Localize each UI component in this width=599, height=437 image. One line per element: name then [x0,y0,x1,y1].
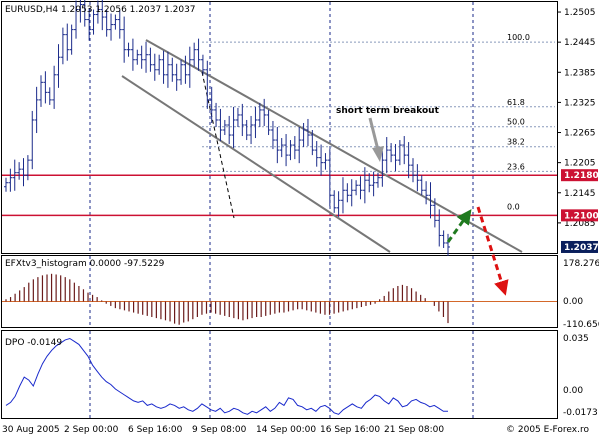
price-tick-label: 1.2505 [564,8,596,18]
fibonacci-label: 38.2 [507,138,525,147]
dpo-panel [5,337,449,415]
histogram-panel [2,273,557,325]
dpo-tick-top: 0.035 [563,334,589,344]
histogram-tick-top: 178.2762 [563,259,599,269]
annotation-pointer [368,117,380,151]
time-label: 21 Sep 08:00 [384,425,444,435]
fibonacci-label: 50.0 [507,118,525,127]
price-tick-label: 1.2325 [564,98,596,108]
channel-upper-line [145,39,523,253]
price-label: 1.2100 [564,211,599,221]
price-tick-label: 1.2085 [564,219,596,229]
price-label: 1.2037 [564,243,599,253]
time-label: 6 Sep 16:00 [128,425,183,435]
time-label: 9 Sep 08:00 [192,425,247,435]
histogram-panel-title: EFXtv3_histogram 0.0000 -97.5229 [5,259,165,269]
green-up-arrow [446,209,472,243]
time-label: 30 Aug 2005 [2,425,60,435]
channel-lower-line [121,75,391,253]
annotation-pointer-head [372,146,384,162]
histogram-panel-frame [1,255,558,328]
fibonacci-label: 0.0 [507,202,520,211]
annotation-short-term-breakout: short term breakout [336,106,440,116]
price-tick-label: 1.2205 [564,159,596,169]
price-tick-label: 1.2145 [564,189,596,199]
time-label: 14 Sep 00:00 [256,425,316,435]
price-label: 1.2180 [564,171,599,181]
dpo-panel-title: DPO -0.0149 [5,338,62,348]
price-tick-label: 1.2385 [564,68,596,78]
histogram-tick-bottom: -110.656 [563,320,599,330]
price-tick-label: 1.2265 [564,129,596,139]
histogram-tick-zero: 0.00 [563,297,583,307]
price-label-box [561,209,598,222]
price-label-box [561,240,598,253]
red-down-arrow [476,206,509,296]
price-panel: 100.0 61.8 50.0 38.2 23.6 0.0 [2,0,557,257]
fibonacci-label: 61.8 [507,98,525,107]
dpo-tick-bottom: -0.0173 [563,408,598,418]
fibonacci-label: 100.0 [507,33,530,42]
dpo-line [5,337,449,415]
time-label: 16 Sep 16:00 [320,425,380,435]
fibonacci-trendline [201,71,235,219]
price-tick-label: 1.2445 [564,38,596,48]
dpo-tick-zero: 0.00 [563,386,583,396]
copyright: © 2005 E-Forex.ro [506,425,589,435]
price-panel-frame [1,1,558,254]
vertical-grid [89,2,474,418]
time-label: 2 Sep 00:00 [64,425,119,435]
fibonacci-label: 23.6 [507,162,525,171]
price-panel-title: EURUSD,H4 1.2053 1.2056 1.2037 1.2037 [5,5,196,15]
price-label-box [561,169,598,182]
dpo-panel-frame [1,330,558,419]
price-axis: 1.2505 1.2445 1.2385 1.2325 1.2265 1.2205 1.21… [557,8,599,253]
time-axis: 30 Aug 2005 2 Sep 00:00 6 Sep 16:00 9 Se… [2,425,444,435]
